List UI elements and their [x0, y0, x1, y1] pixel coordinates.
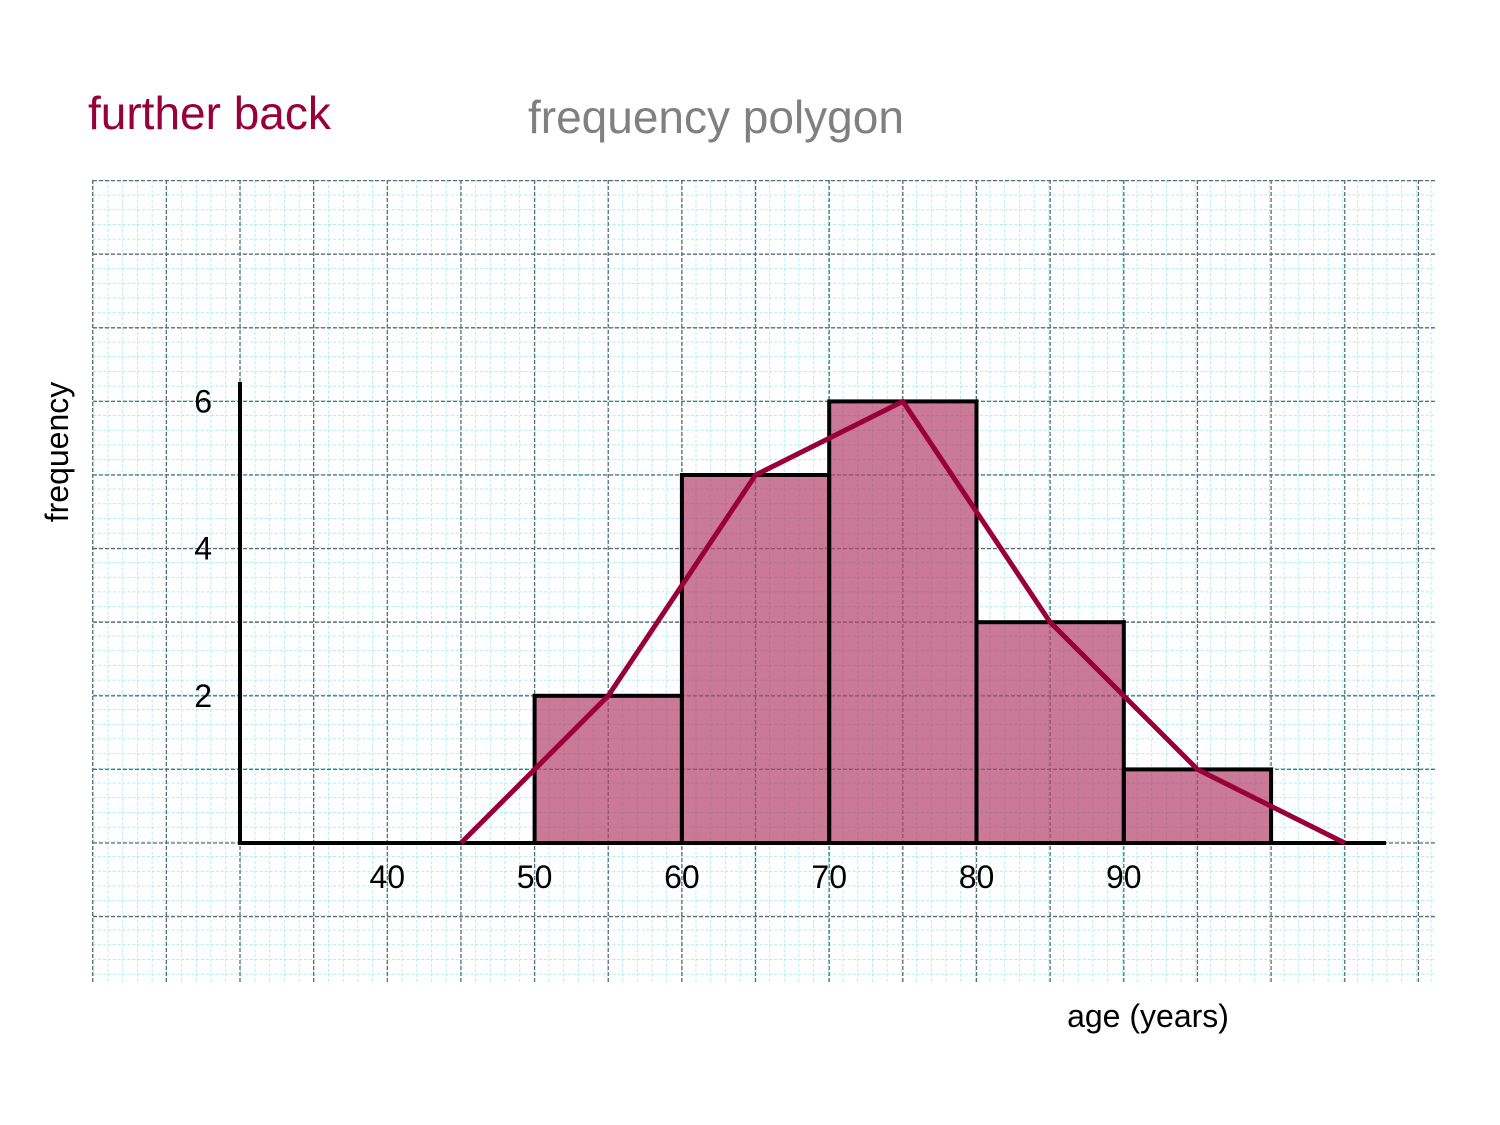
- x-tick-label: 90: [1106, 859, 1142, 895]
- y-tick-label: 6: [194, 383, 212, 419]
- histogram-bar: [827, 399, 979, 845]
- histogram-bar: [974, 620, 1126, 846]
- x-tick-label: 70: [811, 859, 847, 895]
- page-title: frequency polygon: [528, 91, 904, 143]
- y-tick-label: 4: [194, 531, 212, 567]
- y-axis-title: frequency: [39, 382, 75, 523]
- x-tick-label: 50: [517, 859, 553, 895]
- x-tick-label: 60: [664, 859, 700, 895]
- tick-labels: 40 50 60 70 80 90 2 4 6: [194, 383, 1141, 895]
- histogram-bars: [532, 399, 1274, 846]
- axes: [238, 382, 1386, 845]
- frequency-polygon: [459, 398, 1346, 846]
- x-tick-label: 80: [959, 859, 995, 895]
- x-axis-title: age (years): [1067, 998, 1229, 1034]
- frequency-polygon-line: [459, 398, 1346, 846]
- y-tick-label: 2: [194, 678, 212, 714]
- histogram-bar: [679, 473, 832, 845]
- histogram-bar: [532, 693, 684, 845]
- x-tick-label: 40: [370, 859, 406, 895]
- further-back-link[interactable]: further back: [88, 87, 331, 139]
- histogram-bar: [1121, 767, 1274, 846]
